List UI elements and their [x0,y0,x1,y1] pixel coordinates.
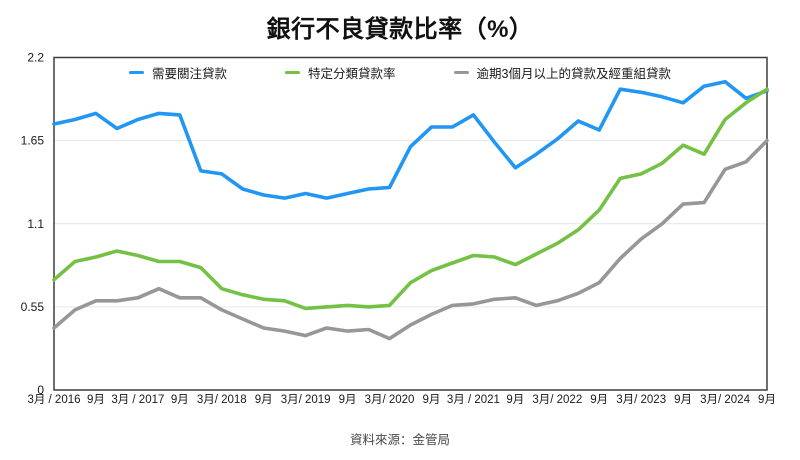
x-tick-label: 3月/ 2019 [281,394,331,406]
x-tick-label: 3月/ 2020 [365,394,415,406]
series-line-0 [52,79,769,200]
legend-line-marker-icon [129,70,144,75]
x-tick-label: 3月/ 2018 [197,394,247,406]
x-tick-label: 3月/ 2024 [700,394,750,406]
series-line-2 [52,138,769,341]
source-note: 資料來源：金管局 [349,433,450,447]
x-tick-label: 9月 [87,394,105,406]
legend-item-classified-loan-ratio[interactable]: 特定分類貸款率 [285,63,396,82]
x-tick-label: 3月 / 2021 [447,394,500,406]
legend-line-marker-icon [285,70,301,75]
y-tick-label: 0.55 [21,300,45,314]
legend: 需要關注貸款 特定分類貸款率 逾期3個月以上的貸款及經重組貸款 [0,63,800,82]
x-tick-label: 9月 [339,394,357,406]
x-tick-label: 9月 [590,394,608,406]
legend-line-marker-icon [453,70,469,75]
x-tick-label: 3月 / 2017 [111,394,164,406]
x-tick-label: 3月 / 2016 [27,394,80,406]
plot-border [53,56,768,391]
legend-item-special-mention-loans[interactable]: 需要關注貸款 [129,63,227,82]
x-tick-label: 9月 [674,394,692,406]
x-tick-label: 9月 [758,394,776,406]
legend-label: 需要關注貸款 [152,67,228,81]
legend-item-overdue-rescheduled-loans[interactable]: 逾期3個月以上的貸款及經重組貸款 [453,63,671,82]
x-tick-label: 3月/ 2023 [616,394,666,406]
x-tick-label: 3月/ 2022 [532,394,582,406]
y-tick-label: 1.1 [27,217,44,231]
y-tick-label: 1.65 [21,134,45,148]
x-tick-label: 9月 [423,394,441,406]
x-tick-label: 9月 [506,394,524,406]
page-title: 銀行不良貸款比率（%） [266,16,534,43]
y-tick-label: 0 [37,383,44,397]
legend-label: 特定分類貸款率 [308,67,396,81]
y-tick-label: 2.2 [27,51,44,65]
series-line-1 [52,87,769,311]
legend-label: 逾期3個月以上的貸款及經重組貸款 [476,67,671,81]
x-tick-label: 9月 [255,394,273,406]
x-tick-label: 9月 [171,394,189,406]
